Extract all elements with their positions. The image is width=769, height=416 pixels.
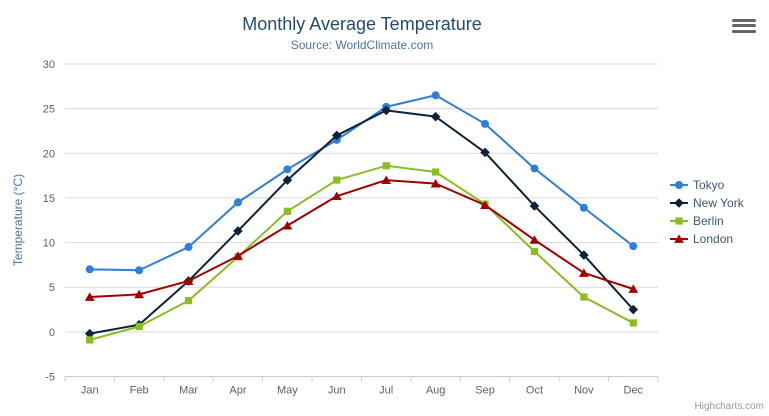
data-point-tokyo-nov[interactable] [579, 203, 588, 212]
x-axis-tick-label: Oct [526, 385, 543, 397]
data-point-london-aug[interactable] [430, 179, 441, 188]
data-point-tokyo-jan[interactable] [85, 265, 94, 274]
series-line-new-york[interactable] [88, 109, 635, 335]
data-point-london-apr[interactable] [233, 251, 243, 260]
x-axis-tick-label: Feb [130, 385, 149, 397]
y-axis-tick-label: -5 [45, 372, 55, 384]
data-point-london-mar[interactable] [183, 276, 194, 285]
x-axis-tick-label: Jan [81, 385, 99, 397]
legend-symbol [675, 217, 683, 225]
data-point-new-york-aug[interactable] [430, 111, 441, 122]
data-point-berlin-may[interactable] [283, 207, 291, 215]
data-point-london-oct[interactable] [529, 235, 540, 244]
data-point-london-sep[interactable] [480, 200, 490, 209]
x-axis-tick-label: Jul [379, 385, 393, 397]
data-point-new-york-dec[interactable] [628, 304, 639, 315]
legend-symbol [675, 181, 683, 189]
data-point-london-jan[interactable] [84, 292, 95, 301]
data-point-berlin-jul[interactable] [382, 162, 390, 170]
legend-marker-diamond-icon [670, 198, 688, 208]
data-point-berlin-jan[interactable] [86, 336, 94, 344]
data-point-berlin-nov[interactable] [580, 293, 588, 301]
y-axis-tick-label: 30 [43, 59, 55, 71]
y-axis-tick-label: 15 [43, 193, 55, 205]
data-point-tokyo-dec[interactable] [629, 242, 638, 251]
data-point-london-jun[interactable] [331, 191, 342, 201]
x-axis-tick-label: Jun [328, 385, 346, 397]
x-axis-tick-label: Mar [179, 385, 198, 397]
y-axis-tick-label: 10 [43, 238, 55, 250]
data-point-berlin-jun[interactable] [333, 176, 341, 184]
data-point-new-york-nov[interactable] [579, 250, 589, 260]
data-point-berlin-oct[interactable] [530, 247, 539, 256]
legend-marker-triangle-icon [670, 234, 688, 243]
data-point-new-york-may[interactable] [282, 175, 293, 185]
legend-marker-square-icon [670, 217, 688, 225]
legend-item-tokyo[interactable]: Tokyo [670, 176, 744, 194]
data-point-tokyo-oct[interactable] [530, 164, 539, 173]
data-point-tokyo-sep[interactable] [481, 119, 490, 128]
series-line-berlin[interactable] [88, 164, 635, 341]
y-axis-tick-label: 0 [49, 327, 55, 339]
legend-item-new-york[interactable]: New York [670, 194, 744, 212]
data-point-london-may[interactable] [282, 221, 293, 230]
x-axis-tick-label: Apr [229, 385, 246, 397]
y-axis-tick-label: 25 [43, 104, 55, 116]
legend: Tokyo New York Berlin London [670, 176, 744, 248]
data-point-new-york-jun[interactable] [331, 130, 342, 141]
data-point-berlin-dec[interactable] [629, 319, 637, 327]
data-point-new-york-apr[interactable] [233, 226, 243, 236]
y-axis-title: Temperature (°C) [11, 173, 25, 267]
data-point-tokyo-aug[interactable] [431, 91, 440, 100]
data-point-tokyo-mar[interactable] [184, 243, 193, 252]
export-menu-button[interactable] [730, 14, 758, 36]
x-axis-tick-label: Aug [426, 385, 446, 397]
legend-label: Berlin [693, 214, 724, 228]
data-point-tokyo-apr[interactable] [233, 198, 242, 207]
series-line-tokyo[interactable] [88, 94, 635, 272]
x-axis-tick-label: Sep [475, 385, 495, 397]
data-point-new-york-oct[interactable] [529, 201, 540, 211]
data-point-berlin-aug[interactable] [432, 168, 440, 176]
data-point-new-york-sep[interactable] [480, 147, 490, 158]
data-point-berlin-mar[interactable] [184, 297, 193, 305]
data-point-london-nov[interactable] [578, 268, 589, 277]
data-point-tokyo-may[interactable] [283, 165, 292, 174]
legend-symbol [674, 198, 684, 208]
data-point-london-jul[interactable] [381, 175, 392, 184]
legend-marker-circle-icon [670, 181, 688, 189]
series-line-london[interactable] [88, 179, 635, 299]
legend-label: Tokyo [693, 178, 725, 192]
x-axis-tick-label: Nov [574, 385, 594, 397]
hamburger-icon [732, 18, 756, 33]
y-axis-tick-label: 20 [43, 148, 55, 160]
x-axis-tick-label: Dec [624, 385, 644, 397]
chart-title: Monthly Average Temperature [242, 14, 482, 34]
data-point-new-york-jan[interactable] [84, 328, 95, 339]
data-point-london-dec[interactable] [628, 284, 639, 293]
legend-symbol [674, 234, 684, 243]
legend-item-london[interactable]: London [670, 230, 744, 248]
data-point-tokyo-feb[interactable] [135, 266, 144, 275]
y-axis-tick-label: 5 [49, 282, 55, 294]
data-point-new-york-jul[interactable] [381, 105, 392, 116]
legend-label: New York [693, 196, 744, 210]
data-point-london-feb[interactable] [134, 289, 145, 299]
credits-link[interactable]: Highcharts.com [694, 401, 764, 412]
chart-subtitle: Source: WorldClimate.com [290, 38, 434, 52]
data-point-berlin-feb[interactable] [135, 322, 143, 331]
x-axis-tick-label: May [277, 385, 298, 397]
legend-label: London [693, 232, 734, 246]
legend-item-berlin[interactable]: Berlin [670, 212, 744, 230]
